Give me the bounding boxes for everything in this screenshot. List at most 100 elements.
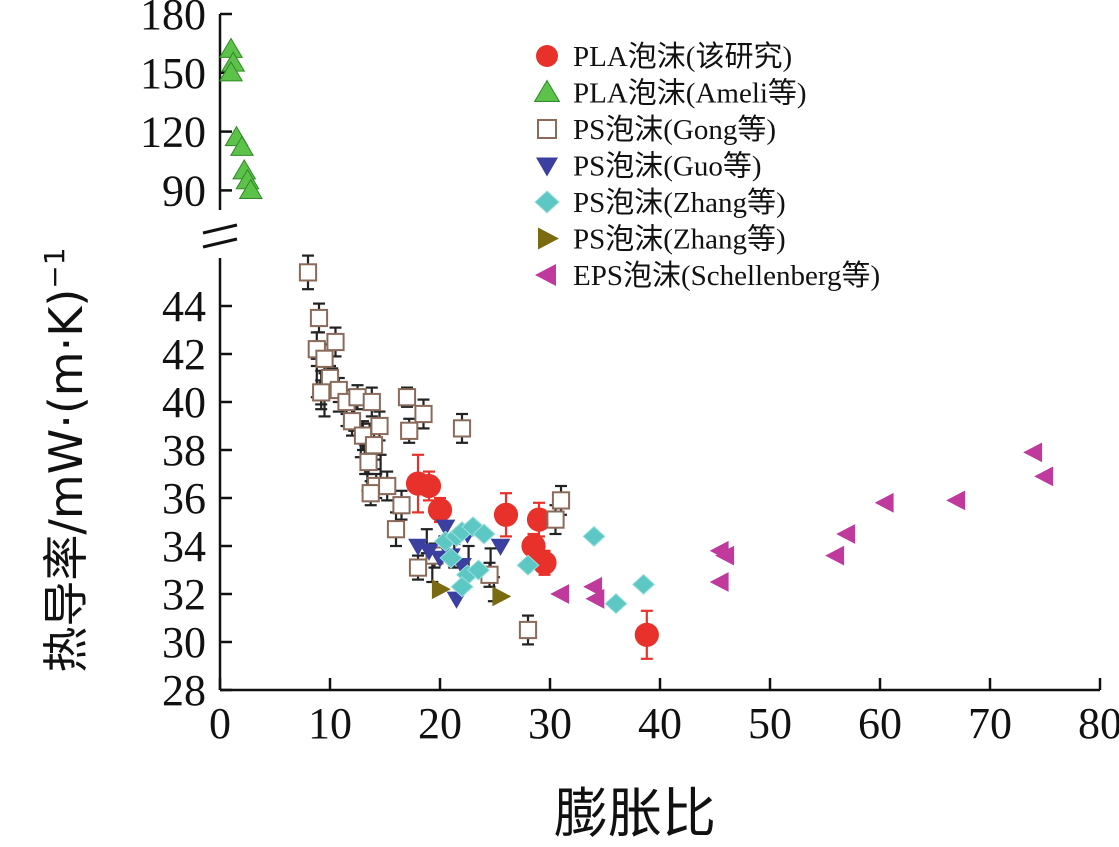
legend-label-6: EPS泡沫(Schellenberg等) [573, 259, 880, 292]
markers [218, 37, 1054, 647]
series-6-point-5 [715, 545, 735, 566]
legend-entry-4: PS泡沫(Zhang等) [534, 186, 786, 219]
x-tick-label-6: 60 [858, 699, 902, 748]
series-4-point-6 [466, 559, 491, 581]
legend-entry-3: PS泡沫(Guo等) [536, 150, 762, 183]
series-4-point-1 [439, 547, 463, 569]
legend-label-3: PS泡沫(Guo等) [573, 150, 762, 183]
legend-entry-5: PS泡沫(Zhang等) [538, 223, 786, 256]
series-4-point-11 [604, 593, 628, 615]
series-2-point-23 [414, 404, 433, 424]
y-axis-title-superscript: −1 [38, 247, 71, 288]
series-6-point-6 [825, 545, 845, 566]
legend-entry-0: PLA泡沫(该研究) [536, 40, 792, 73]
y-axis-title-text: 热导率/mW·(m·K) [39, 289, 93, 673]
series-2-point-14 [370, 416, 389, 436]
y-tick-label-lower-7: 42 [162, 330, 206, 379]
y-tick-label-upper-2: 150 [140, 49, 206, 98]
legend: PLA泡沫(该研究) PLA泡沫(Ameli等)PS泡沫(Gong等) PS泡沫(G… [533, 40, 880, 292]
series-6-point-10 [1023, 442, 1043, 463]
series-0-point-1 [416, 473, 442, 499]
legend-entry-2: PS泡沫(Gong等) [537, 113, 776, 146]
y-tick-label-lower-8: 44 [162, 282, 206, 331]
series-3-point-7 [435, 519, 456, 537]
series-1-point-7 [238, 178, 263, 199]
x-tick-label-5: 50 [748, 699, 792, 748]
series-2-point-18 [378, 476, 397, 496]
legend-label-2: PS泡沫(Gong等) [573, 113, 776, 146]
series-6-point-8 [874, 492, 894, 513]
legend-marker-4 [534, 190, 560, 214]
series-0-point-7 [634, 622, 659, 647]
axis-break-mark [202, 223, 238, 249]
series-1-point-2 [218, 61, 244, 82]
y-tick-label-lower-2: 32 [162, 570, 206, 619]
series-2-point-20 [392, 496, 411, 515]
series-3-point-8 [490, 538, 511, 556]
series-6-point-9 [946, 490, 966, 511]
y-tick-label-lower-6: 40 [162, 378, 206, 427]
series-3-point-0 [408, 538, 428, 556]
series-2-point-28 [518, 620, 538, 640]
series-2-point-0 [298, 263, 318, 282]
series-6-point-1 [583, 576, 603, 597]
series-5-point-1 [492, 586, 512, 607]
y-axis-title: 热导率/mW·(m·K)−1 [38, 247, 93, 672]
y-tick-label-lower-0: 28 [162, 666, 206, 715]
x-tick-label-0: 0 [209, 699, 231, 748]
series-2-point-9 [342, 412, 362, 431]
series-2-point-30 [551, 491, 571, 510]
x-tick-label-2: 20 [418, 699, 462, 748]
series-4-point-12 [631, 573, 656, 595]
legend-label-4: PS泡沫(Zhang等) [573, 186, 786, 219]
series-2-point-6 [312, 383, 331, 402]
x-tick-label-1: 10 [308, 699, 352, 748]
legend-marker-5 [538, 227, 559, 250]
series-0-point-6 [532, 550, 557, 575]
series-2-point-29 [546, 510, 565, 529]
legend-marker-2 [537, 119, 557, 139]
series-2-point-22 [400, 421, 419, 440]
series-6-point-11 [1034, 466, 1054, 487]
series-1-point-0 [218, 37, 244, 58]
legend-marker-6 [535, 264, 556, 286]
series-2-point-24 [408, 558, 428, 577]
x-tick-label-3: 30 [528, 699, 572, 748]
series-6-point-7 [836, 524, 856, 544]
series-4-point-7 [472, 523, 496, 545]
series-4-point-10 [582, 525, 606, 547]
y-axis-title-group: 热导率/mW·(m·K)−1 [38, 247, 93, 672]
series-2-point-19 [386, 520, 406, 539]
legend-marker-0 [536, 45, 558, 67]
series-4-point-9 [516, 554, 540, 576]
y-tick-label-upper-1: 120 [140, 108, 206, 157]
series-6-point-0 [550, 584, 570, 604]
series-1-point-4 [229, 135, 255, 156]
series-2-point-4 [326, 332, 345, 352]
y-tick-label-lower-3: 34 [162, 522, 206, 571]
legend-entry-1: PLA泡沫(Ameli等) [533, 77, 807, 110]
ticks: 0 10 20 30 40 50 60 70 8028303234363840424490120… [140, 0, 1119, 748]
series-0-point-2 [427, 497, 453, 523]
series-0-point-3 [493, 502, 519, 527]
series-6-point-2 [585, 588, 605, 609]
x-tick-label-8: 80 [1078, 699, 1119, 748]
series-2-point-26 [452, 419, 472, 438]
x-tick-label-4: 40 [638, 699, 682, 748]
legend-entry-6: EPS泡沫(Schellenberg等) [535, 259, 880, 292]
legend-marker-1 [533, 79, 561, 102]
y-tick-label-lower-5: 38 [162, 426, 206, 475]
series-2-point-1 [309, 308, 329, 328]
series-2-point-13 [364, 436, 384, 455]
series-3-point-1 [419, 543, 439, 561]
series-2-point-12 [362, 392, 381, 412]
series-2-point-3 [315, 349, 334, 368]
y-tick-label-lower-1: 30 [162, 618, 206, 667]
series-4-point-8 [450, 576, 474, 598]
series-6-point-4 [709, 572, 729, 592]
legend-label-1: PLA泡沫(Ameli等) [573, 77, 807, 110]
series-5-point-0 [431, 579, 451, 600]
series-2-point-15 [359, 452, 378, 472]
y-tick-label-upper-3: 180 [140, 0, 206, 39]
